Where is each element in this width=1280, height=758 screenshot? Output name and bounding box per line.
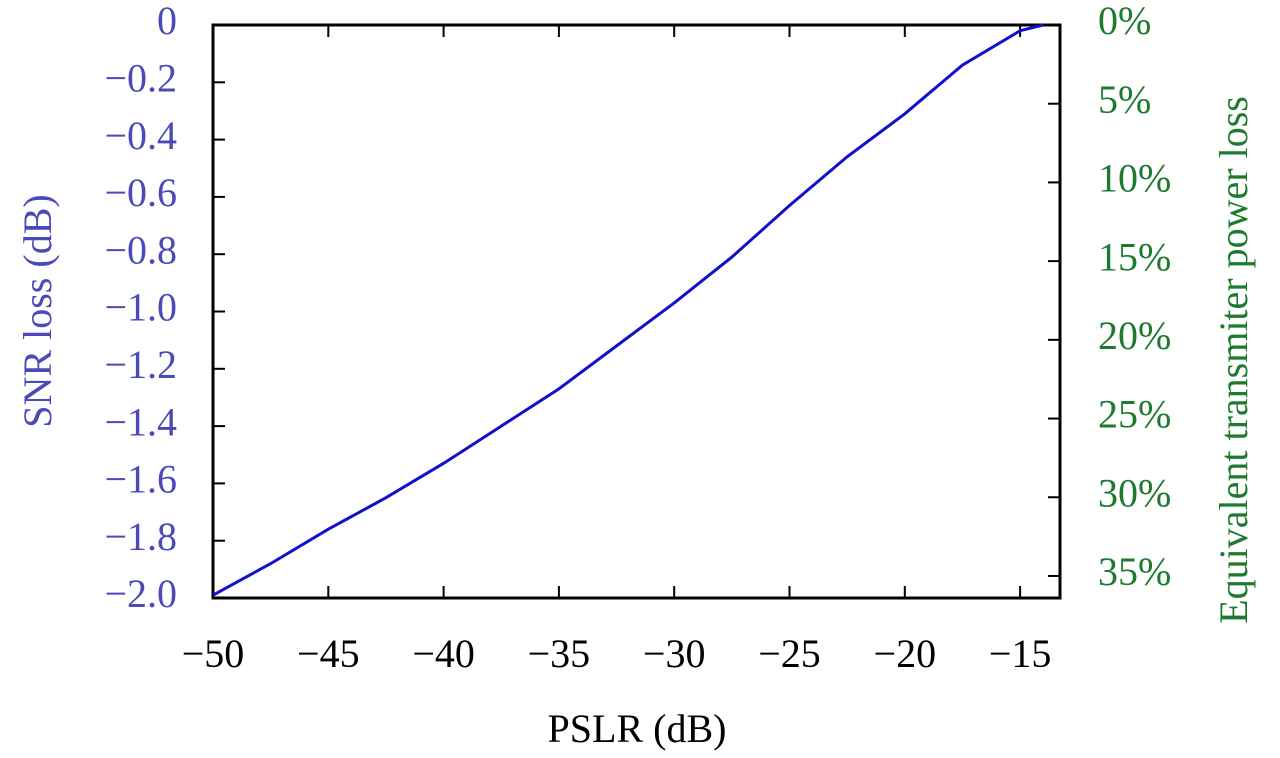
- y-tick-label: −0.8: [104, 227, 177, 272]
- x-axis-title: PSLR (dB): [548, 706, 727, 751]
- x-tick-label: −45: [297, 631, 360, 676]
- y2-tick-label: 25%: [1098, 392, 1171, 437]
- y-tick-label: −1.0: [104, 285, 177, 330]
- y-tick-label: 0: [157, 0, 177, 43]
- y2-axis-title: Equivalent transmiter power loss: [1211, 96, 1256, 624]
- y2-tick-label: 35%: [1098, 549, 1171, 594]
- y2-tick-label: 10%: [1098, 156, 1171, 201]
- y-tick-label: −0.2: [104, 55, 177, 100]
- y-tick-label: −0.6: [104, 170, 177, 215]
- x-tick-label: −15: [989, 631, 1052, 676]
- y-tick-label: −1.2: [104, 342, 177, 387]
- data-line: [212, 23, 1044, 597]
- y2-tick-label: 5%: [1098, 77, 1151, 122]
- x-tick-label: −20: [874, 631, 937, 676]
- x-tick-label: −35: [528, 631, 591, 676]
- y2-tick-label: 15%: [1098, 234, 1171, 279]
- y2-tick-label: 0%: [1098, 0, 1151, 43]
- y-tick-label: −1.4: [104, 399, 177, 444]
- plot-frame: [211, 23, 1062, 600]
- y2-tick-label: 20%: [1098, 313, 1171, 358]
- x-tick-label: −40: [412, 631, 475, 676]
- y2-tick-label: 30%: [1098, 470, 1171, 515]
- x-tick-label: −25: [758, 631, 821, 676]
- y-tick-label: −2.0: [104, 571, 177, 616]
- x-tick-label: −30: [643, 631, 706, 676]
- y-axis-title: SNR loss (dB): [15, 194, 60, 427]
- y-tick-label: −0.4: [104, 113, 177, 158]
- y-tick-label: −1.8: [104, 514, 177, 559]
- x-tick-label: −50: [182, 631, 245, 676]
- y-tick-label: −1.6: [104, 457, 177, 502]
